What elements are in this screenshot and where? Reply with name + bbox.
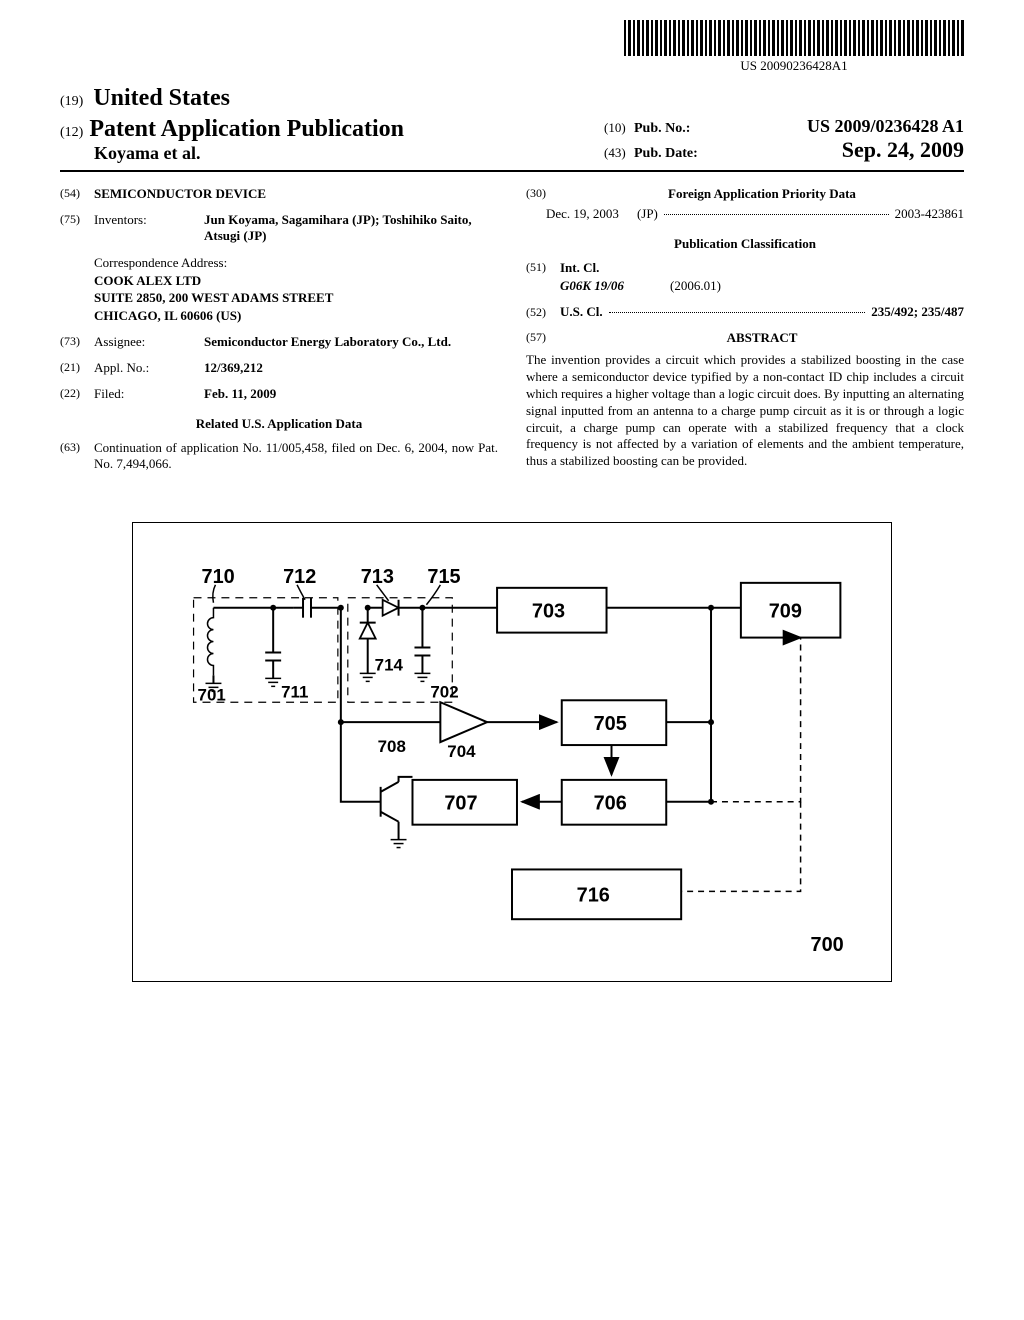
ref-707: 707 <box>444 793 477 815</box>
related-heading: Related U.S. Application Data <box>60 416 498 432</box>
abstract-text: The invention provides a circuit which p… <box>526 352 964 470</box>
fapd-no: 2003-423861 <box>895 206 964 222</box>
corr-label: Correspondence Address: <box>94 254 498 272</box>
ref-706: 706 <box>594 793 627 815</box>
intcl-ver: (2006.01) <box>670 278 721 294</box>
authors: Koyama et al. <box>94 143 404 164</box>
barcode-region: US 20090236428A1 <box>60 20 964 75</box>
assignee-name: Semiconductor Energy Laboratory Co., Ltd… <box>204 334 498 350</box>
continuation-num: (63) <box>60 440 94 472</box>
left-column: (54) SEMICONDUCTOR DEVICE (75) Inventors… <box>60 186 498 482</box>
intcl-code: G06K 19/06 <box>560 278 670 294</box>
ref-709: 709 <box>769 601 802 623</box>
header-row-1: (19) United States <box>60 85 964 112</box>
ref-700: 700 <box>811 934 844 956</box>
invention-title: SEMICONDUCTOR DEVICE <box>94 186 266 202</box>
fapd-num: (30) <box>526 186 560 202</box>
ref-711: 711 <box>281 682 308 701</box>
ref-704: 704 <box>447 742 476 761</box>
assignee-num: (73) <box>60 334 94 350</box>
header-rule <box>60 170 964 172</box>
uscl-num: (52) <box>526 305 560 320</box>
ref-708: 708 <box>378 737 406 756</box>
header-row-2: (12) Patent Application Publication Koya… <box>60 116 964 164</box>
abstract-heading: ABSTRACT <box>560 330 964 346</box>
barcode-text: US 20090236428A1 <box>624 58 964 74</box>
inventors-label: Inventors: <box>94 212 204 244</box>
inventors-num: (75) <box>60 212 94 244</box>
pubdate-label: Pub. Date: <box>634 146 698 162</box>
ref-710: 710 <box>202 566 235 588</box>
barcode-stripes <box>624 20 964 56</box>
pub-title-prefix: (12) <box>60 125 83 141</box>
pubdate-num: (43) <box>604 145 634 161</box>
fapd-heading: Foreign Application Priority Data <box>560 186 964 202</box>
filed-val: Feb. 11, 2009 <box>204 386 498 402</box>
ref-716: 716 <box>577 884 610 906</box>
continuation-text: Continuation of application No. 11/005,4… <box>94 440 498 472</box>
ref-715: 715 <box>427 566 460 588</box>
ref-714: 714 <box>375 656 404 675</box>
inventors-list: Jun Koyama, Sagamihara (JP); Toshihiko S… <box>204 212 498 244</box>
corr-addr2: CHICAGO, IL 60606 (US) <box>94 307 498 325</box>
right-header: (10) Pub. No.: US 2009/0236428 A1 (43) P… <box>604 116 964 163</box>
ref-712: 712 <box>283 566 316 588</box>
uscl-label: U.S. Cl. <box>560 304 603 320</box>
intcl-label: Int. Cl. <box>560 260 599 276</box>
pub-title: Patent Application Publication <box>89 116 404 143</box>
applno-label: Appl. No.: <box>94 360 204 376</box>
fapd-cc: (JP) <box>637 206 658 222</box>
pubno-label: Pub. No.: <box>634 121 690 137</box>
pubclass-heading: Publication Classification <box>526 236 964 252</box>
ref-703: 703 <box>532 601 565 623</box>
barcode: US 20090236428A1 <box>624 20 964 74</box>
dotted-leader-2 <box>609 312 866 313</box>
pubno-num: (10) <box>604 120 634 136</box>
abstract-num: (57) <box>526 330 560 346</box>
country-name: United States <box>93 85 230 111</box>
pubdate-val: Sep. 24, 2009 <box>842 137 964 163</box>
applno-val: 12/369,212 <box>204 360 498 376</box>
fapd-date: Dec. 19, 2003 <box>546 206 619 222</box>
ref-701: 701 <box>198 685 226 704</box>
corr-addr1: SUITE 2850, 200 WEST ADAMS STREET <box>94 289 498 307</box>
bibliographic-columns: (54) SEMICONDUCTOR DEVICE (75) Inventors… <box>60 186 964 482</box>
filed-num: (22) <box>60 386 94 402</box>
right-column: (30) Foreign Application Priority Data D… <box>526 186 964 482</box>
pubno-val: US 2009/0236428 A1 <box>807 116 964 137</box>
country-prefix: (19) <box>60 94 83 109</box>
correspondence-address: Correspondence Address: COOK ALEX LTD SU… <box>94 254 498 324</box>
intcl-num: (51) <box>526 260 560 276</box>
uscl-val: 235/492; 235/487 <box>871 304 964 320</box>
dotted-leader <box>664 214 889 215</box>
ref-702: 702 <box>430 682 458 701</box>
corr-name: COOK ALEX LTD <box>94 272 498 290</box>
filed-label: Filed: <box>94 386 204 402</box>
applno-num: (21) <box>60 360 94 376</box>
figure-container: 703 709 704 705 706 707 <box>132 522 892 982</box>
title-num: (54) <box>60 186 94 202</box>
circuit-diagram: 703 709 704 705 706 707 <box>153 553 871 961</box>
ref-705: 705 <box>594 713 627 735</box>
assignee-label: Assignee: <box>94 334 204 350</box>
